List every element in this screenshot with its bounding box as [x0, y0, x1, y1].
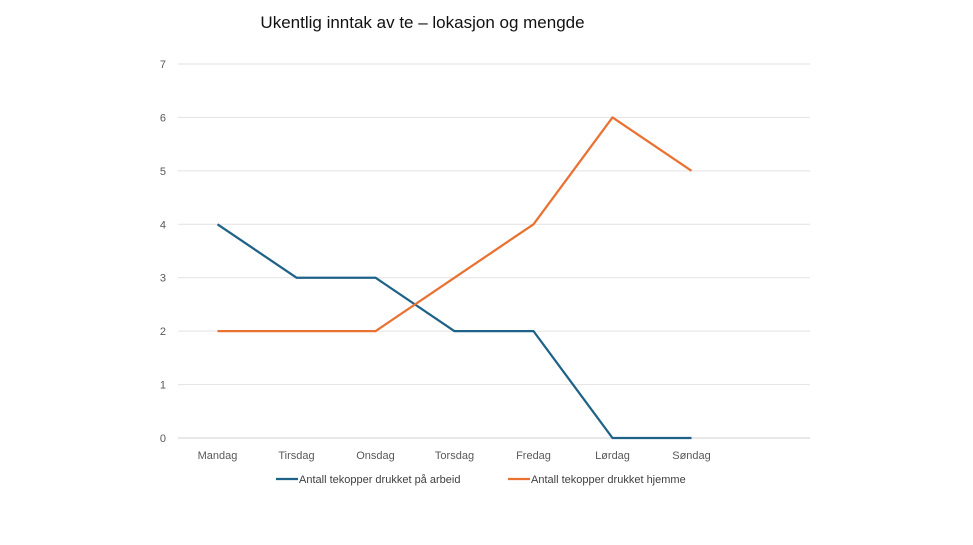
x-tick-label: Fredag — [516, 450, 551, 462]
x-tick-label: Lørdag — [595, 450, 630, 462]
legend-label: Antall tekopper drukket hjemme — [531, 474, 686, 486]
y-tick-label: 5 — [160, 166, 166, 178]
y-tick-label: 7 — [160, 59, 166, 71]
series-line-2 — [217, 116, 693, 333]
chart-title: Ukentlig inntak av te – lokasjon og meng… — [260, 13, 585, 32]
legend-label: Antall tekopper drukket på arbeid — [299, 474, 460, 486]
x-tick-label: Søndag — [672, 450, 711, 462]
y-tick-label: 4 — [160, 219, 166, 231]
x-tick-label: Tirsdag — [278, 450, 314, 462]
x-tick-label: Onsdag — [356, 450, 395, 462]
x-tick-label: Mandag — [198, 450, 238, 462]
y-tick-label: 2 — [160, 326, 166, 338]
y-tick-label: 6 — [160, 112, 166, 124]
y-tick-label: 0 — [160, 433, 166, 445]
y-tick-label: 1 — [160, 380, 166, 392]
x-tick-label: Torsdag — [435, 450, 474, 462]
series-line-1 — [216, 223, 692, 440]
y-tick-label: 3 — [160, 273, 166, 285]
